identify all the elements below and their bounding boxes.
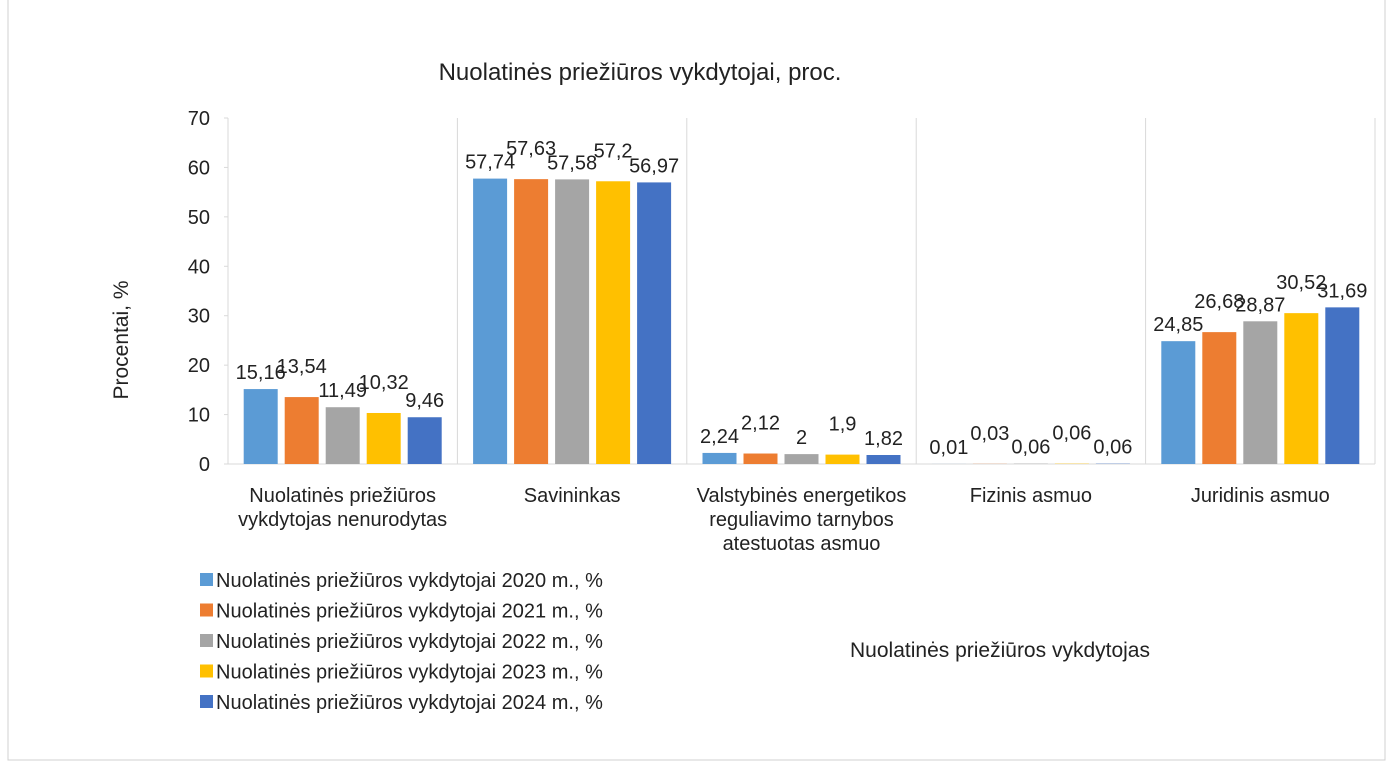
bar <box>407 417 442 464</box>
x-tick-label: Nuolatinės priežiūros vykdytojas nenurod… <box>238 485 448 531</box>
bar <box>743 453 778 464</box>
legend-label: Nuolatinės priežiūros vykdytojai 2022 m.… <box>216 631 603 653</box>
legend-swatch <box>200 695 213 708</box>
data-label: 26,68 <box>1194 291 1244 313</box>
data-label: 1,82 <box>864 428 903 450</box>
bar <box>555 179 590 464</box>
data-label: 57,63 <box>506 138 556 160</box>
bar <box>784 454 819 464</box>
bar <box>866 455 901 464</box>
x-tick-label: Juridinis asmuo <box>1190 485 1330 507</box>
bar <box>825 454 860 464</box>
y-tick-label: 60 <box>188 157 210 179</box>
legend-label: Nuolatinės priežiūros vykdytojai 2020 m.… <box>216 570 603 592</box>
y-tick-label: 10 <box>188 405 210 427</box>
data-label: 56,97 <box>629 155 679 177</box>
chart-title: Nuolatinės priežiūros vykdytojai, proc. <box>439 59 842 86</box>
data-label: 11,49 <box>318 380 367 402</box>
bar <box>1202 332 1237 464</box>
bar <box>1243 321 1278 464</box>
bar <box>366 412 401 464</box>
legend-label: Nuolatinės priežiūros vykdytojai 2023 m.… <box>216 662 603 684</box>
data-label: 13,54 <box>277 356 327 378</box>
legend-label: Nuolatinės priežiūros vykdytojai 2021 m.… <box>216 601 603 623</box>
data-label: 57,2 <box>594 140 633 162</box>
data-label: 57,58 <box>547 152 597 174</box>
x-tick-label: Savininkas <box>523 485 621 507</box>
legend-swatch <box>200 573 213 586</box>
bar <box>325 407 360 464</box>
data-label: 15,16 <box>236 362 286 384</box>
x-tick-label: Fizinis asmuo <box>969 485 1093 507</box>
x-axis-title: Nuolatinės priežiūros vykdytojas <box>850 639 1150 662</box>
data-label: 28,87 <box>1235 294 1285 316</box>
legend-swatch <box>200 634 213 647</box>
y-axis-title: Procentai, % <box>110 280 133 399</box>
y-tick-label: 30 <box>188 306 210 328</box>
legend-label: Nuolatinės priežiūros vykdytojai 2024 m.… <box>216 692 603 714</box>
data-label: 2 <box>796 427 807 449</box>
bar <box>702 452 737 464</box>
bar <box>284 397 319 464</box>
data-label: 57,74 <box>465 152 515 174</box>
data-label: 0,06 <box>1011 437 1050 459</box>
data-label: 31,69 <box>1317 280 1367 302</box>
legend-swatch <box>200 603 213 617</box>
y-tick-label: 70 <box>188 108 210 130</box>
data-label: 0,06 <box>1052 423 1091 445</box>
bar <box>473 178 508 464</box>
data-label: 1,9 <box>829 414 857 436</box>
bar <box>243 389 278 464</box>
y-tick-label: 0 <box>199 454 210 476</box>
bar <box>1161 341 1196 464</box>
chart-border <box>7 0 1386 761</box>
data-label: 2,24 <box>700 426 739 448</box>
data-label: 10,32 <box>359 372 409 394</box>
y-tick-label: 40 <box>188 256 210 278</box>
data-label: 24,85 <box>1153 314 1203 336</box>
y-tick-label: 50 <box>188 207 210 229</box>
y-tick-label: 20 <box>188 355 210 377</box>
bar <box>637 182 672 464</box>
data-label: 0,03 <box>970 423 1009 445</box>
bar <box>1284 313 1319 464</box>
bar <box>596 181 631 465</box>
bar <box>514 179 549 465</box>
x-tick-label: Valstybinės energetikos reguliavimo tarn… <box>696 485 907 555</box>
data-label: 30,52 <box>1276 272 1326 294</box>
bar <box>1325 307 1360 464</box>
data-label: 9,46 <box>405 390 444 412</box>
legend-swatch <box>200 664 213 678</box>
data-label: 0,06 <box>1093 437 1132 459</box>
data-label: 0,01 <box>929 437 968 459</box>
data-label: 2,12 <box>741 413 780 435</box>
